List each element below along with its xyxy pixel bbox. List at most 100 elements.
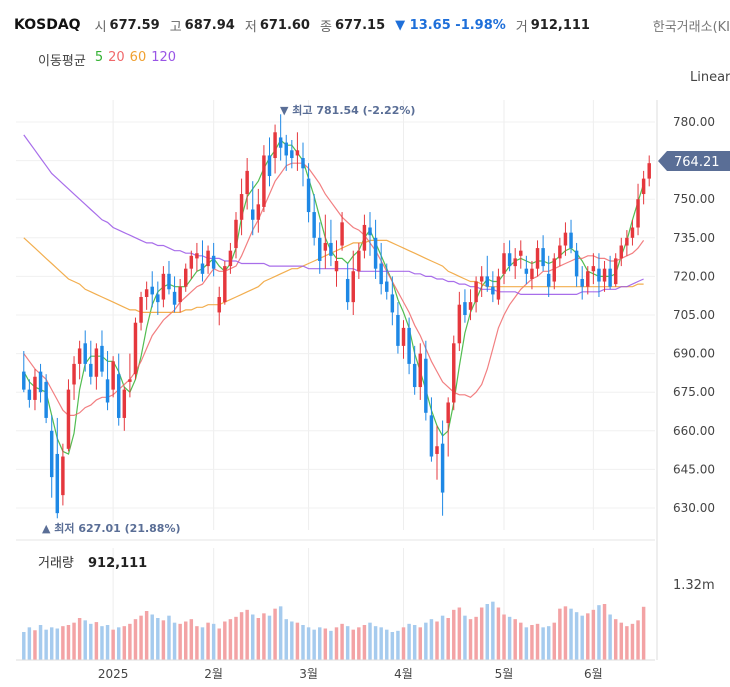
volume-bar <box>329 630 333 660</box>
price-tick-label: 780.00 <box>673 115 715 129</box>
candle-body <box>256 204 261 220</box>
candle-body <box>357 250 361 272</box>
candle-body <box>435 446 439 454</box>
volume-bar <box>563 606 568 660</box>
open-label: 시 <box>94 19 107 35</box>
volume-bar <box>636 620 640 660</box>
candle-body <box>513 258 517 267</box>
ma-legend-120[interactable]: 120 <box>151 50 177 65</box>
volume-bar <box>435 621 439 660</box>
scale-mode-toggle[interactable]: Linear <box>690 70 730 85</box>
candle <box>301 142 305 187</box>
volume-bar <box>116 627 121 660</box>
candle <box>33 369 37 411</box>
ma-legend-20[interactable]: 20 <box>108 50 125 65</box>
candle <box>128 353 132 398</box>
volume-bar <box>613 619 618 660</box>
volume-bar <box>496 607 501 660</box>
candle-body <box>546 273 551 287</box>
vertical-gridlines <box>112 100 594 660</box>
candle-body <box>100 345 104 372</box>
candle <box>228 242 233 274</box>
volume-bar <box>89 623 93 660</box>
candle-body <box>262 155 266 207</box>
candle <box>401 320 406 359</box>
candle-body <box>463 302 467 315</box>
ma-legend-5[interactable]: 5 <box>94 50 104 65</box>
candle <box>351 250 355 315</box>
volume-bar <box>625 626 629 660</box>
volume-label: 거 <box>515 19 528 35</box>
candle-body <box>94 348 99 377</box>
candle-body <box>535 248 540 269</box>
volume-bar <box>49 627 54 660</box>
close-label: 종 <box>319 19 332 35</box>
candle <box>452 335 456 411</box>
candle <box>161 266 166 308</box>
candle-body <box>474 281 478 303</box>
candle-body <box>541 248 545 267</box>
volume-bar <box>284 619 288 660</box>
candle <box>563 222 568 256</box>
candle-body <box>306 178 311 213</box>
candle <box>502 242 506 285</box>
candle-body <box>345 278 350 303</box>
ma-legend-60[interactable]: 60 <box>129 50 147 65</box>
high-value: 687.94 <box>184 17 235 33</box>
volume-bar <box>83 620 87 660</box>
price-header: KOSDAQ 시 677.59 고 687.94 저 671.60 종 677.… <box>14 14 600 36</box>
ma-legend-title: 이동평균 <box>38 54 86 69</box>
candle <box>474 276 478 313</box>
candle-body <box>636 199 640 228</box>
candle-body <box>530 268 534 279</box>
volume-bar <box>385 629 389 660</box>
symbol-name: KOSDAQ <box>14 17 81 33</box>
candle <box>133 317 138 380</box>
candle <box>66 379 71 452</box>
candle-body <box>401 327 406 346</box>
candle <box>172 276 177 313</box>
candle-body <box>245 170 249 195</box>
candle-body <box>195 253 199 259</box>
volume-bar <box>278 606 283 660</box>
candle <box>211 242 216 277</box>
candle <box>262 145 266 213</box>
ma-line-120 <box>23 134 644 295</box>
candle-body <box>318 237 322 261</box>
candle-body <box>390 294 395 313</box>
time-tick-label: 3월 <box>299 667 318 681</box>
candle <box>111 356 115 398</box>
volume-axis-label: 1.32m <box>673 578 715 593</box>
candle-body <box>66 389 71 449</box>
low-label: 저 <box>244 19 257 35</box>
candle-body <box>206 250 210 267</box>
candle-body <box>284 142 288 156</box>
candle <box>329 219 333 267</box>
volume-bar <box>407 623 411 660</box>
candle-body <box>491 286 495 295</box>
candle-body <box>340 222 344 246</box>
volume-bar <box>33 630 37 660</box>
candle <box>379 242 383 295</box>
volume-bar <box>485 604 490 660</box>
volume-bar <box>178 623 182 660</box>
volume-bar <box>262 613 266 660</box>
moving-average-legend[interactable]: 이동평균 5 20 60 120 <box>38 50 176 69</box>
candle <box>541 235 545 272</box>
candle-body <box>412 363 417 388</box>
price-axis: 630.00 645.00 660.00 675.00 690.00 705.00 720.… <box>16 100 715 660</box>
candle <box>116 353 121 426</box>
candle-body <box>251 209 255 220</box>
horizontal-gridlines <box>16 121 655 509</box>
candle-body <box>27 389 32 400</box>
volume-bar <box>524 627 529 660</box>
volume-bar <box>340 623 344 660</box>
candle-body <box>580 278 584 287</box>
candle <box>83 330 87 372</box>
time-tick-label: 2월 <box>204 667 223 681</box>
candle <box>89 340 93 385</box>
candle <box>535 240 540 277</box>
candle <box>546 255 551 297</box>
candle <box>323 214 328 269</box>
